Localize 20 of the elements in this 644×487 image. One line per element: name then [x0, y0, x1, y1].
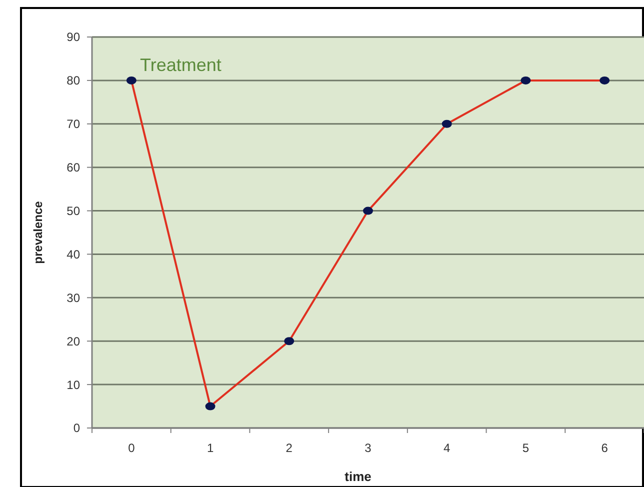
y-tick-label: 50: [66, 204, 80, 218]
y-tick-label: 60: [66, 160, 80, 175]
x-tick-label: 1: [206, 441, 214, 455]
x-tick-label: 4: [444, 441, 451, 455]
y-tick-label: 30: [66, 290, 80, 305]
y-tick-label: 20: [66, 334, 80, 348]
y-tick-label: 0: [73, 421, 80, 436]
annotation: Treatment: [140, 55, 222, 75]
x-axis-title: time: [344, 469, 372, 484]
x-tick-label: 0: [128, 441, 136, 455]
y-tick-label: 80: [66, 74, 80, 88]
y-axis-title: prevalence: [31, 200, 45, 264]
y-tick-label: 10: [66, 378, 80, 392]
x-tick-label: 3: [364, 441, 372, 455]
y-tick-label: 70: [66, 117, 80, 132]
x-tick-label: 2: [286, 441, 293, 455]
x-tick-label: 5: [522, 441, 530, 455]
y-tick-label: 40: [66, 247, 80, 262]
y-tick-label: 90: [66, 30, 80, 44]
x-tick-label: 6: [601, 441, 608, 455]
